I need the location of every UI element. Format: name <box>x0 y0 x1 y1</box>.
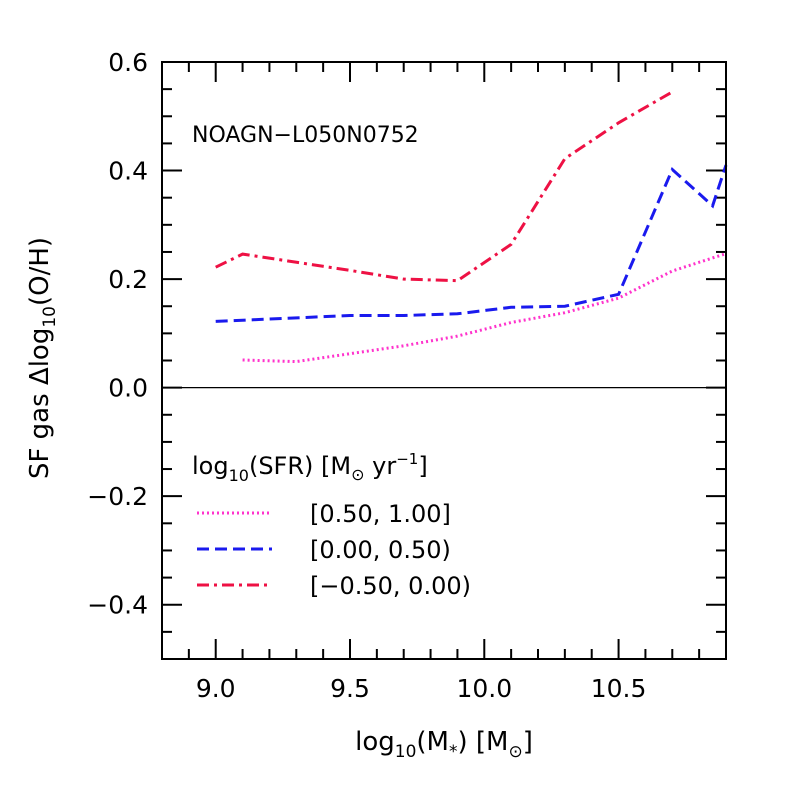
x-tick-label: 9.5 <box>330 674 370 703</box>
x-tick-label: 10.0 <box>456 674 512 703</box>
y-tick-label: −0.4 <box>87 591 148 620</box>
annotation-label: NOAGN−L050N0752 <box>192 123 419 148</box>
series-lines <box>215 90 728 364</box>
legend-label-3: [−0.50, 0.00) <box>310 572 471 600</box>
legend-label-1: [0.50, 1.00] <box>310 500 451 528</box>
major-ticks <box>162 61 726 659</box>
y-tick-label: 0.6 <box>108 48 148 77</box>
legend-entries: [0.50, 1.00] [0.00, 0.50) [−0.50, 0.00) <box>197 500 471 600</box>
series-line-1 <box>242 252 727 364</box>
series-line-2 <box>215 164 728 323</box>
legend-label-2: [0.00, 0.50) <box>310 536 451 564</box>
y-tick-label: 0.4 <box>108 157 148 186</box>
y-tick-label: 0.2 <box>108 265 148 294</box>
x-tick-label: 9.0 <box>196 674 236 703</box>
x-tick-label: 10.5 <box>591 674 647 703</box>
y-tick-label: 0.0 <box>108 374 148 403</box>
plot-frame <box>161 61 727 660</box>
y-tick-label: −0.2 <box>87 482 148 511</box>
series-line-3 <box>215 90 674 283</box>
y-axis-label: SF gas Δlog10(O/H) <box>25 237 60 479</box>
tick-labels: 9.0 9.5 10.0 10.5 0.6 0.4 0.2 0.0 −0.2 −0.4 <box>87 48 646 703</box>
minor-ticks <box>161 62 727 660</box>
x-axis-label: log10(M*) [M⊙] <box>355 727 533 762</box>
legend-title: log10(SFR) [M⊙ yr−1] <box>192 450 428 485</box>
